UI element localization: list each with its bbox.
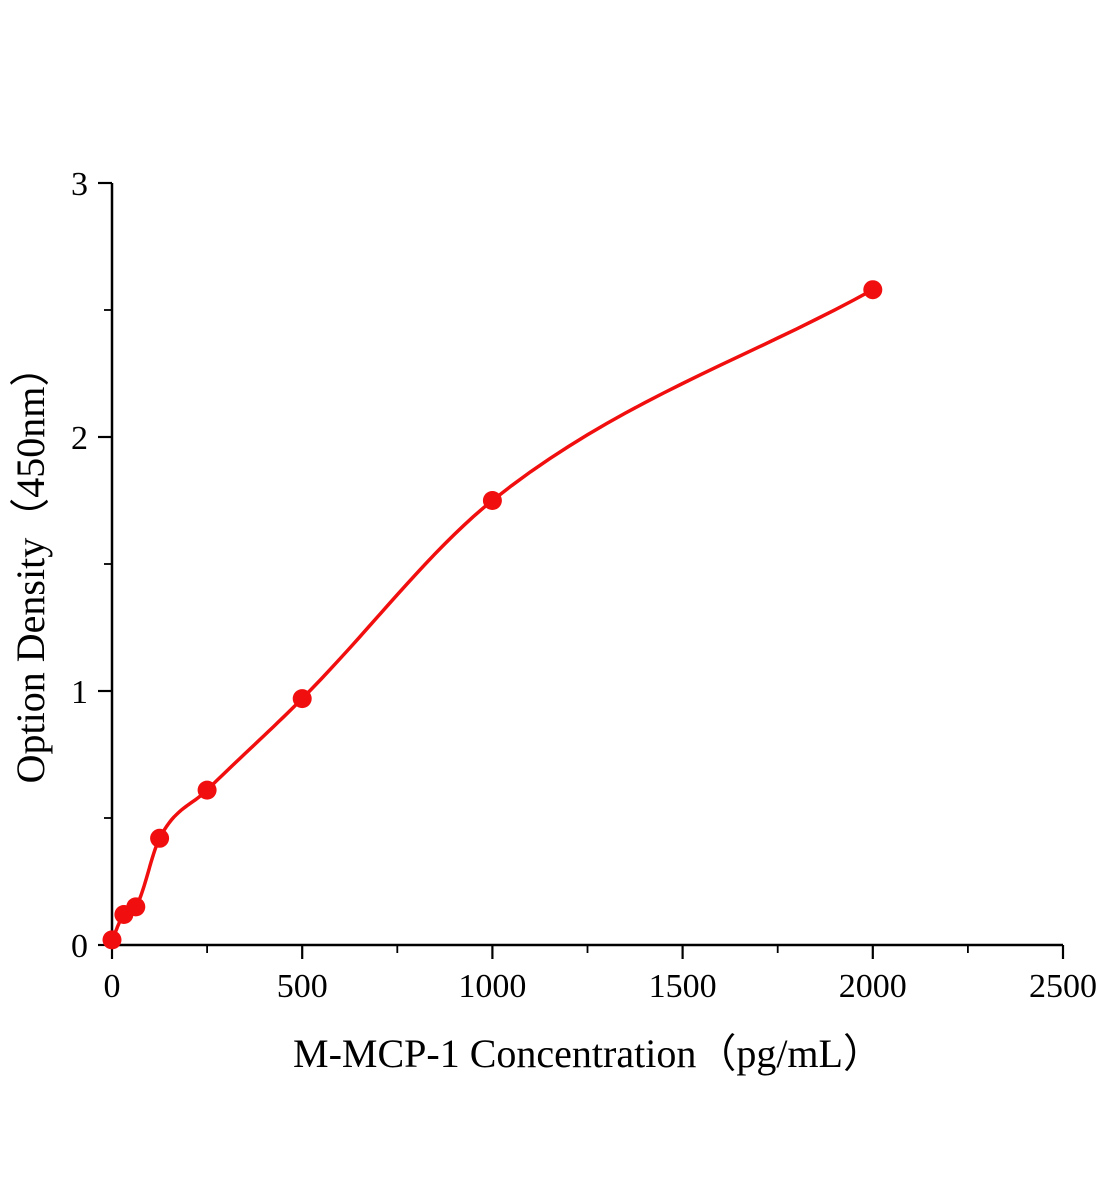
- x-tick-label: 1000: [458, 968, 526, 1005]
- data-point: [150, 828, 170, 848]
- x-tick-label: 2000: [839, 968, 907, 1005]
- data-point: [102, 930, 122, 950]
- data-point: [863, 280, 883, 300]
- data-point: [126, 897, 146, 917]
- y-tick-label: 1: [71, 674, 88, 711]
- y-tick-label: 0: [71, 928, 88, 965]
- y-tick-label: 2: [71, 420, 88, 457]
- y-tick-label: 3: [71, 166, 88, 203]
- axes-layer: 0 500 1000 1500 2000 2500 0 1 2 3: [71, 166, 1097, 1005]
- x-axis-title: M-MCP-1 Concentration（pg/mL）: [293, 1031, 883, 1076]
- data-layer: [102, 280, 883, 950]
- data-point: [482, 491, 502, 510]
- data-point: [292, 689, 312, 709]
- data-point: [197, 780, 217, 800]
- x-tick-label: 0: [104, 968, 121, 1005]
- fit-curve: [110, 287, 875, 942]
- y-axis-title: Option Density（450nm）: [8, 347, 53, 784]
- x-tick-label: 1500: [649, 968, 717, 1005]
- x-tick-label: 500: [277, 968, 328, 1005]
- x-tick-label: 2500: [1029, 968, 1097, 1005]
